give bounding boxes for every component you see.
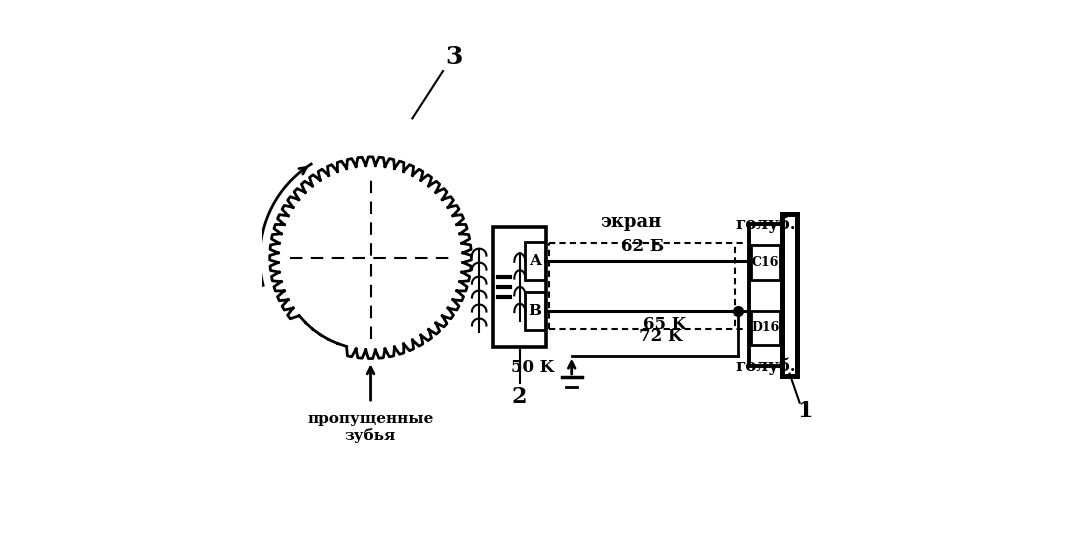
Bar [749,224,782,366]
Text: пропущенные
зубья: пропущенные зубья [307,412,433,443]
Bar [525,242,545,280]
Text: D16: D16 [751,321,779,334]
Text: 62 Б: 62 Б [620,238,664,255]
Text: экран: экран [600,213,662,231]
Text: 50 K: 50 K [510,360,553,376]
Text: 1: 1 [798,400,813,422]
Text: 3: 3 [445,45,463,69]
Bar [751,310,780,345]
Text: голуб.: голуб. [735,216,796,233]
Text: A: A [529,254,540,268]
Text: B: B [529,304,542,318]
Text: 2: 2 [512,386,528,408]
Text: 72 K: 72 K [639,328,682,344]
Bar [525,292,545,330]
Text: C16: C16 [752,256,779,269]
Bar [751,245,780,279]
Bar [493,227,546,347]
Text: 65 K: 65 K [643,316,686,333]
Text: голуб.: голуб. [735,357,796,375]
Bar [782,214,798,376]
